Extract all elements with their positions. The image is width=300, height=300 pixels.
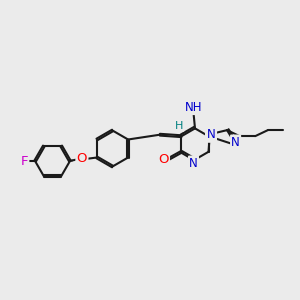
Text: NH: NH bbox=[185, 101, 202, 114]
Text: F: F bbox=[21, 154, 28, 168]
Text: S: S bbox=[206, 128, 214, 141]
Text: N: N bbox=[207, 128, 216, 141]
Text: O: O bbox=[77, 152, 87, 166]
Text: N: N bbox=[231, 136, 240, 149]
Text: H: H bbox=[175, 121, 183, 131]
Text: N: N bbox=[189, 157, 198, 170]
Text: O: O bbox=[158, 153, 169, 166]
